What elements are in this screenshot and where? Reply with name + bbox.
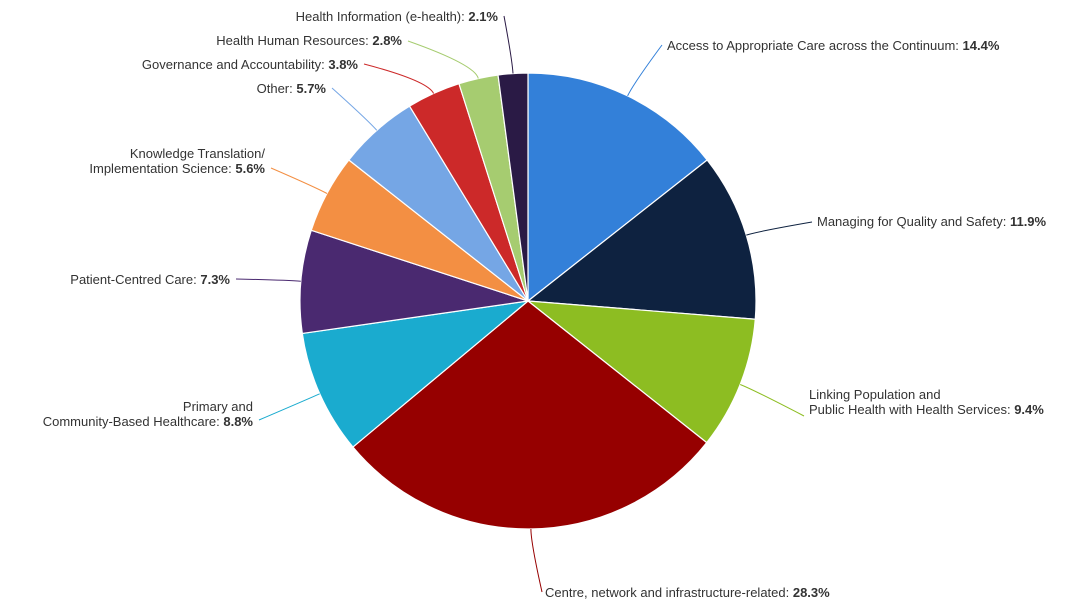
slice-label-name: Access to Appropriate Care across the Co…: [667, 38, 963, 53]
slice-label-name: Implementation Science:: [89, 161, 235, 176]
slice-label: Knowledge Translation/Implementation Sci…: [89, 146, 265, 176]
slice-label: Primary and Community-Based Healthcare: 8…: [43, 399, 254, 429]
pie-slice: [352, 300, 708, 530]
pie-slice: [526, 300, 756, 444]
slice-label-name: Knowledge Translation/: [130, 146, 266, 161]
leader-line: [530, 528, 543, 593]
slice-label: Centre, network and infrastructure-relat…: [545, 585, 830, 600]
slice-label: Access to Appropriate Care across the Co…: [667, 38, 1000, 53]
slice-label-value: 11.9%: [1010, 214, 1047, 229]
slice-label: Health Human Resources: 2.8%: [216, 33, 402, 48]
leader-line: [270, 167, 328, 194]
leader-lines: [235, 15, 813, 593]
leader-line: [740, 384, 805, 417]
slice-label-name: Patient-Centred Care:: [70, 272, 200, 287]
slice-label-value: 7.3%: [200, 272, 230, 287]
slice-label-name: Governance and Accountability:: [142, 57, 328, 72]
pie-slice: [527, 72, 708, 303]
slice-labels: Access to Appropriate Care across the Co…: [43, 9, 1047, 600]
slice-label-value: 9.4%: [1014, 402, 1044, 417]
slice-label: Other: 5.7%: [257, 81, 327, 96]
slice-label-value: 14.4%: [963, 38, 1000, 53]
leader-line: [503, 15, 514, 74]
leader-line: [407, 40, 479, 79]
pie-slice: [299, 229, 529, 335]
leader-line: [258, 393, 320, 421]
slice-label-name: Linking Population and: [809, 387, 941, 402]
slice-label-value: 5.7%: [296, 81, 326, 96]
slice-label: Linking Population and Public Health with…: [809, 387, 1044, 417]
slice-label-value: 5.6%: [235, 161, 265, 176]
pie-slice: [301, 300, 531, 448]
pie-slices: [299, 72, 757, 530]
slice-label-name: Public Health with Health Services:: [809, 402, 1014, 417]
pie-slice: [526, 159, 757, 320]
slice-label-value: 28.3%: [793, 585, 830, 600]
slice-label-name: Community-Based Healthcare:: [43, 414, 224, 429]
slice-label-value: 2.1%: [468, 9, 498, 24]
slice-label-name: Health Information (e-health):: [296, 9, 469, 24]
slice-label-value: 8.8%: [223, 414, 253, 429]
slice-label: Managing for Quality and Safety: 11.9%: [817, 214, 1047, 229]
slice-label-value: 3.8%: [328, 57, 358, 72]
slice-label-name: Health Human Resources:: [216, 33, 372, 48]
slice-label: Governance and Accountability: 3.8%: [142, 57, 359, 72]
leader-line: [363, 63, 435, 94]
leader-line: [331, 87, 378, 131]
slice-label-name: Managing for Quality and Safety:: [817, 214, 1010, 229]
leader-line: [746, 221, 813, 236]
slice-label: Patient-Centred Care: 7.3%: [70, 272, 230, 287]
slice-label-name: Centre, network and infrastructure-relat…: [545, 585, 793, 600]
leader-line: [627, 44, 663, 97]
slice-label-name: Other:: [257, 81, 297, 96]
slice-label: Health Information (e-health): 2.1%: [296, 9, 499, 24]
slice-label-name: Primary and: [183, 399, 253, 414]
leader-line: [235, 278, 301, 282]
slice-label-value: 2.8%: [372, 33, 402, 48]
